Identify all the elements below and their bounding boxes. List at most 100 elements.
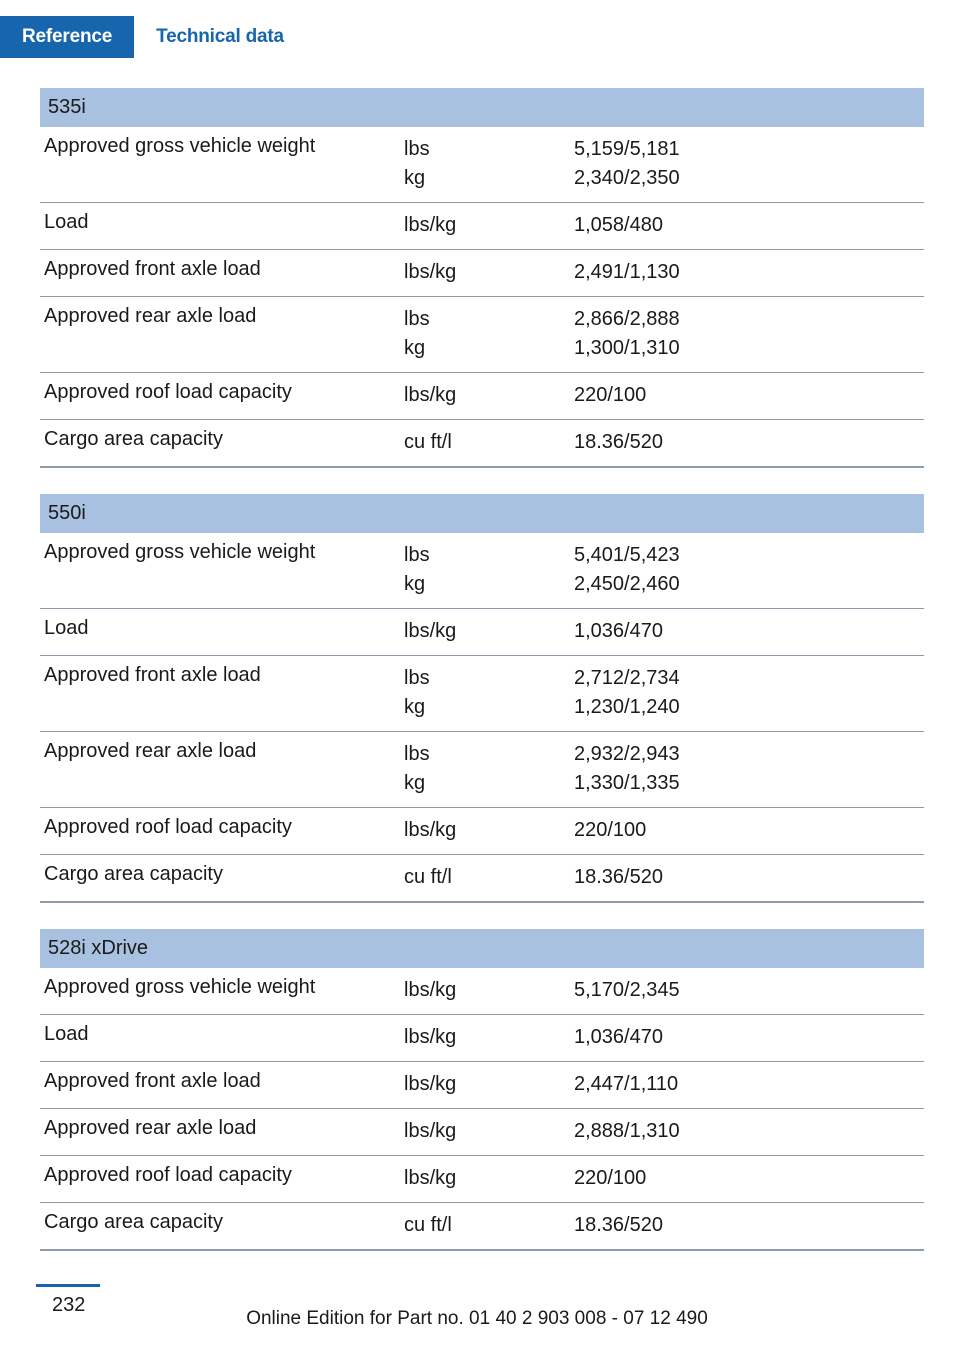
- spec-label: Approved roof load capacity: [44, 816, 404, 845]
- spec-block: 528i xDriveApproved gross vehicle weight…: [40, 929, 924, 1251]
- spec-row: Cargo area capacitycu ft/l18.36/520: [40, 420, 924, 468]
- spec-row: Approved gross vehicle weightlbs/kg5,170…: [40, 968, 924, 1015]
- spec-units: cu ft/l: [404, 428, 574, 457]
- spec-label: Cargo area capacity: [44, 1211, 404, 1240]
- spec-units: lbs/kg: [404, 816, 574, 845]
- spec-values: 18.36/520: [574, 428, 920, 457]
- spec-label: Approved front axle load: [44, 258, 404, 287]
- spec-unit-line: lbs/kg: [404, 258, 574, 287]
- spec-label: Approved gross vehicle weight: [44, 541, 404, 599]
- page-number: 232: [52, 1294, 85, 1317]
- spec-value-line: 1,058/480: [574, 211, 920, 240]
- spec-value-line: 220/100: [574, 381, 920, 410]
- spec-unit-line: lbs/kg: [404, 1164, 574, 1193]
- footer-accent-rule: [36, 1284, 100, 1287]
- spec-value-line: 2,888/1,310: [574, 1117, 920, 1146]
- spec-values: 2,447/1,110: [574, 1070, 920, 1099]
- spec-value-line: 2,932/2,943: [574, 740, 920, 769]
- spec-values: 2,888/1,310: [574, 1117, 920, 1146]
- spec-units: lbskg: [404, 740, 574, 798]
- spec-label: Approved rear axle load: [44, 740, 404, 798]
- spec-value-line: 1,330/1,335: [574, 769, 920, 798]
- tab-technical-data[interactable]: Technical data: [134, 16, 306, 58]
- spec-unit-line: lbs/kg: [404, 1023, 574, 1052]
- spec-unit-line: lbs/kg: [404, 1070, 574, 1099]
- spec-row: Approved front axle loadlbs/kg2,447/1,11…: [40, 1062, 924, 1109]
- spec-value-line: 5,159/5,181: [574, 135, 920, 164]
- page-footer: 232 Online Edition for Part no. 01 40 2 …: [0, 1288, 954, 1330]
- spec-units: cu ft/l: [404, 863, 574, 892]
- spec-value-line: 5,170/2,345: [574, 976, 920, 1005]
- spec-row: Cargo area capacitycu ft/l18.36/520: [40, 1203, 924, 1251]
- spec-tables-container: 535iApproved gross vehicle weightlbskg5,…: [0, 88, 954, 1251]
- spec-units: lbs/kg: [404, 258, 574, 287]
- spec-row: Loadlbs/kg1,058/480: [40, 203, 924, 250]
- spec-label: Approved roof load capacity: [44, 381, 404, 410]
- spec-value-line: 2,491/1,130: [574, 258, 920, 287]
- spec-values: 1,058/480: [574, 211, 920, 240]
- spec-value-line: 18.36/520: [574, 1211, 920, 1240]
- spec-row: Approved rear axle loadlbskg2,932/2,9431…: [40, 732, 924, 808]
- spec-value-line: 5,401/5,423: [574, 541, 920, 570]
- spec-unit-line: cu ft/l: [404, 428, 574, 457]
- spec-value-line: 1,036/470: [574, 617, 920, 646]
- spec-row: Loadlbs/kg1,036/470: [40, 1015, 924, 1062]
- spec-units: lbs/kg: [404, 1023, 574, 1052]
- spec-units: lbskg: [404, 305, 574, 363]
- spec-label: Load: [44, 1023, 404, 1052]
- spec-value-line: 220/100: [574, 816, 920, 845]
- spec-unit-line: lbs: [404, 305, 574, 334]
- spec-units: lbs/kg: [404, 381, 574, 410]
- spec-unit-line: lbs/kg: [404, 1117, 574, 1146]
- spec-label: Cargo area capacity: [44, 428, 404, 457]
- spec-unit-line: cu ft/l: [404, 1211, 574, 1240]
- spec-value-line: 18.36/520: [574, 428, 920, 457]
- spec-value-line: 2,866/2,888: [574, 305, 920, 334]
- spec-values: 1,036/470: [574, 1023, 920, 1052]
- spec-values: 1,036/470: [574, 617, 920, 646]
- edition-text: Online Edition for Part no. 01 40 2 903 …: [0, 1288, 954, 1330]
- spec-values: 2,712/2,7341,230/1,240: [574, 664, 920, 722]
- spec-row: Loadlbs/kg1,036/470: [40, 609, 924, 656]
- spec-label: Load: [44, 211, 404, 240]
- spec-unit-line: kg: [404, 164, 574, 193]
- spec-unit-line: lbs/kg: [404, 211, 574, 240]
- spec-units: lbs/kg: [404, 976, 574, 1005]
- spec-row: Approved rear axle loadlbs/kg2,888/1,310: [40, 1109, 924, 1156]
- spec-unit-line: lbs/kg: [404, 976, 574, 1005]
- spec-row: Cargo area capacitycu ft/l18.36/520: [40, 855, 924, 903]
- spec-values: 18.36/520: [574, 1211, 920, 1240]
- spec-unit-line: lbs: [404, 740, 574, 769]
- spec-row: Approved gross vehicle weightlbskg5,159/…: [40, 127, 924, 203]
- spec-value-line: 2,450/2,460: [574, 570, 920, 599]
- spec-label: Approved gross vehicle weight: [44, 976, 404, 1005]
- spec-units: lbs/kg: [404, 1070, 574, 1099]
- tab-reference[interactable]: Reference: [0, 16, 134, 58]
- spec-label: Approved gross vehicle weight: [44, 135, 404, 193]
- spec-unit-line: cu ft/l: [404, 863, 574, 892]
- spec-row: Approved front axle loadlbskg2,712/2,734…: [40, 656, 924, 732]
- spec-unit-line: lbs: [404, 135, 574, 164]
- spec-label: Approved rear axle load: [44, 1117, 404, 1146]
- spec-units: lbs/kg: [404, 1164, 574, 1193]
- spec-label: Cargo area capacity: [44, 863, 404, 892]
- spec-row: Approved rear axle loadlbskg2,866/2,8881…: [40, 297, 924, 373]
- spec-unit-line: kg: [404, 769, 574, 798]
- spec-units: lbs/kg: [404, 1117, 574, 1146]
- spec-section-header: 550i: [40, 494, 924, 533]
- spec-units: lbs/kg: [404, 617, 574, 646]
- spec-unit-line: lbs/kg: [404, 816, 574, 845]
- spec-row: Approved gross vehicle weightlbskg5,401/…: [40, 533, 924, 609]
- spec-row: Approved front axle loadlbs/kg2,491/1,13…: [40, 250, 924, 297]
- spec-value-line: 2,712/2,734: [574, 664, 920, 693]
- spec-section-header: 535i: [40, 88, 924, 127]
- spec-label: Approved roof load capacity: [44, 1164, 404, 1193]
- spec-label: Approved front axle load: [44, 1070, 404, 1099]
- spec-units: lbskg: [404, 135, 574, 193]
- spec-values: 5,401/5,4232,450/2,460: [574, 541, 920, 599]
- spec-block: 550iApproved gross vehicle weightlbskg5,…: [40, 494, 924, 903]
- spec-values: 2,491/1,130: [574, 258, 920, 287]
- spec-values: 18.36/520: [574, 863, 920, 892]
- spec-units: lbs/kg: [404, 211, 574, 240]
- spec-values: 5,170/2,345: [574, 976, 920, 1005]
